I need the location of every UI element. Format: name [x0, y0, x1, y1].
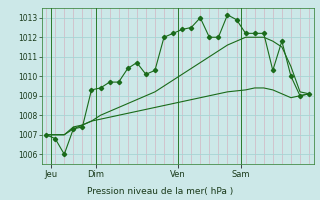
Text: Pression niveau de la mer( hPa ): Pression niveau de la mer( hPa )	[87, 187, 233, 196]
